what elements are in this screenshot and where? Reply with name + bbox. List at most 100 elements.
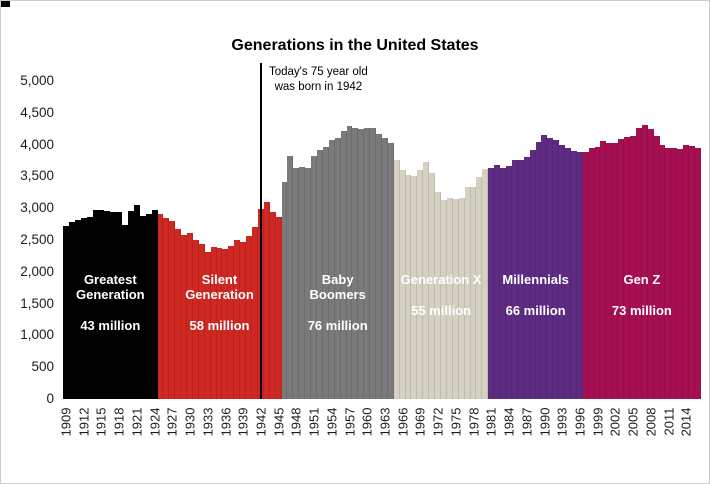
plot-area [63, 81, 701, 399]
bar-1957 [346, 125, 353, 399]
bar-1922 [139, 215, 146, 399]
y-tick-label: 1,500 [20, 295, 54, 311]
bar-1972 [435, 191, 441, 399]
bar-1969 [417, 170, 424, 399]
x-tick-label: 2011 [661, 407, 676, 436]
bar-1952 [316, 150, 323, 399]
bar-1986 [517, 160, 524, 399]
x-tick-label: 1945 [271, 407, 287, 437]
bar-1951 [311, 155, 317, 399]
x-tick-label: 1927 [164, 407, 180, 437]
bar-1997 [582, 152, 589, 399]
bar-1921 [133, 204, 140, 399]
bar-1938 [234, 240, 241, 399]
generation-name: Silent Generation [185, 272, 254, 302]
x-tick-label: 2008 [643, 407, 659, 437]
y-tick-label: 3,000 [20, 200, 54, 216]
bar-2006 [635, 127, 642, 399]
y-axis: 5,000 4,500 4,000 3,500 3,000 2,500 2,000 1,500… [1, 73, 54, 406]
bar-2014 [683, 145, 690, 399]
bar-2009 [653, 136, 660, 399]
bar-2013 [677, 148, 684, 399]
generation-name: Generation X [400, 272, 482, 287]
generation-population: 55 million [411, 303, 472, 318]
generation-population: 58 million [189, 318, 250, 333]
bar-1983 [500, 167, 506, 399]
bar-1954 [328, 139, 335, 399]
x-tick-label: 1960 [359, 407, 375, 437]
bar-1976 [458, 197, 465, 399]
bar-1917 [110, 211, 117, 399]
bar-1943 [263, 201, 270, 399]
bar-1912 [80, 218, 87, 399]
bar-1964 [387, 142, 394, 399]
bar-1991 [547, 137, 554, 399]
bar-2008 [647, 128, 654, 399]
bar-2004 [624, 137, 630, 399]
generation-label-baby-boomers: Baby Boomers 76 million [272, 272, 404, 333]
bar-1947 [287, 156, 294, 399]
bar-1962 [376, 133, 382, 399]
bar-1946 [281, 182, 288, 399]
x-tick-label: 1912 [76, 407, 92, 437]
bar-1996 [576, 151, 583, 399]
bar-2001 [606, 142, 613, 399]
bar-1944 [269, 212, 276, 399]
generation-name: Gen Z [623, 272, 661, 287]
y-tick-label: 4,500 [20, 104, 54, 120]
y-tick-label: 2,500 [20, 232, 54, 247]
bar-1950 [305, 168, 312, 399]
bar-1914 [92, 210, 99, 399]
generation-name: Baby Boomers [309, 272, 366, 302]
bar-1989 [535, 142, 542, 399]
bar-1974 [446, 198, 453, 399]
bar-1995 [570, 150, 577, 399]
generation-label-generation-x: Generation X 55 million [375, 272, 507, 318]
bar-2000 [600, 140, 607, 399]
x-tick-label: 1921 [129, 407, 145, 437]
y-tick-label: 5,000 [20, 73, 54, 88]
y-tick-label: 3,500 [20, 168, 54, 184]
bar-1915 [98, 210, 105, 399]
bar-1928 [175, 228, 182, 399]
bar-1982 [494, 164, 501, 399]
bar-1968 [411, 176, 418, 399]
x-tick-label: 1984 [501, 407, 517, 437]
generation-label-millennials: Millennials 66 million [470, 272, 602, 318]
x-tick-label: 1915 [93, 407, 109, 437]
chart-title: Generations in the United States [231, 37, 479, 54]
generation-name: Millennials [502, 272, 569, 287]
generation-labels: Greatest Generation 43 million Silent Genera… [63, 81, 701, 399]
x-tick-label: 1933 [200, 407, 216, 437]
bar-1919 [122, 224, 128, 399]
bar-1977 [464, 187, 471, 399]
bar-1973 [441, 199, 447, 399]
x-tick-label: 1930 [182, 407, 198, 437]
bar-1926 [163, 218, 170, 399]
bar-1960 [364, 128, 371, 399]
bar-2007 [641, 124, 648, 399]
x-tick-label: 1936 [218, 407, 233, 437]
x-tick-label: 2002 [607, 407, 623, 437]
bar-1939 [240, 242, 247, 399]
bar-1979 [476, 176, 483, 399]
bar-1916 [104, 210, 111, 399]
bar-1923 [145, 213, 152, 399]
bar-1980 [482, 169, 489, 399]
x-tick-label: 1969 [412, 407, 428, 437]
bar-1985 [511, 159, 518, 399]
x-tick-label: 1978 [466, 407, 482, 437]
bar-2016 [694, 148, 701, 399]
bar-1993 [559, 144, 566, 399]
bar-1934 [210, 246, 217, 399]
generation-name: Greatest Generation [76, 272, 145, 302]
bar-1956 [340, 130, 347, 399]
bar-1990 [541, 134, 548, 399]
bar-2005 [630, 135, 636, 399]
annotation-line2: was born in 1942 [274, 81, 363, 93]
bar-1959 [358, 129, 365, 399]
x-tick-label: 1990 [537, 407, 552, 437]
bar-1970 [423, 161, 430, 399]
x-tick-label: 1942 [253, 407, 269, 437]
